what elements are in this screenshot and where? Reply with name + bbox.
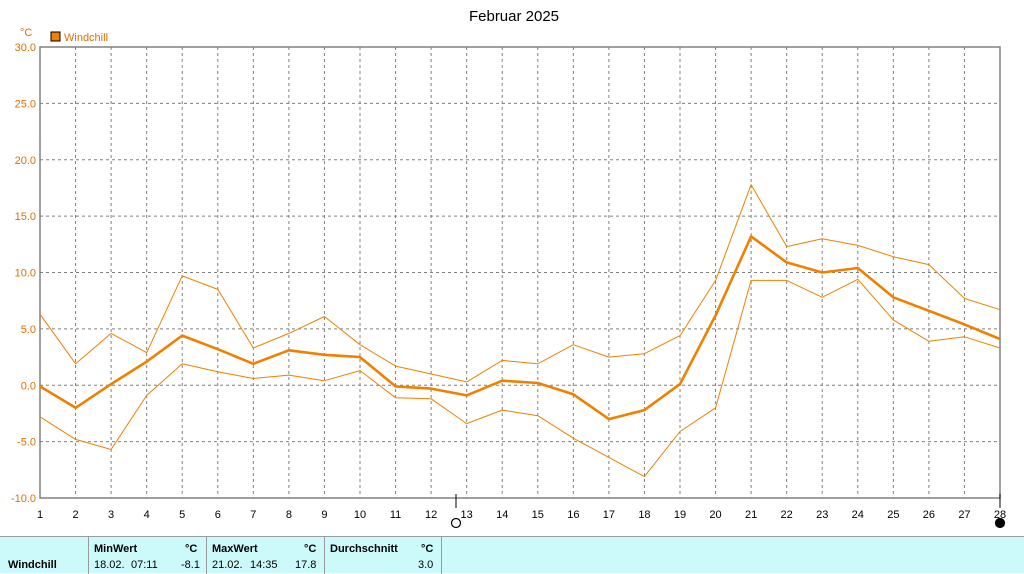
x-tick-label: 13 — [461, 509, 473, 521]
statistics-bar: Windchill MinWert °C 18.02. 07:11 -8.1 M… — [0, 536, 1024, 574]
x-tick-label: 22 — [781, 509, 793, 521]
moon-markers — [450, 494, 1006, 529]
x-tick-label: 26 — [923, 509, 935, 521]
avg-unit: °C — [421, 543, 434, 555]
chart-title: Februar 2025 — [469, 8, 559, 25]
y-tick-label: 0.0 — [21, 380, 36, 392]
x-tick-label: 8 — [286, 509, 292, 521]
x-tick-label: 6 — [215, 509, 221, 521]
avg-header: Durchschnitt — [330, 543, 398, 555]
max-unit: °C — [304, 543, 317, 555]
windchill-chart: Februar 2025 °C Windchill 30.025.020.015… — [11, 8, 1006, 529]
stats-series-label: Windchill — [8, 559, 57, 571]
series-line-mean — [39, 235, 1001, 421]
x-tick-label: 1 — [37, 509, 43, 521]
x-tick-label: 27 — [958, 509, 970, 521]
y-tick-label: 20.0 — [15, 155, 36, 167]
x-tick-label: 9 — [321, 509, 327, 521]
stats-divider — [88, 537, 89, 574]
min-value: -8.1 — [181, 559, 200, 571]
plot-frame — [39, 46, 1001, 499]
legend-label: Windchill — [64, 32, 108, 44]
max-header: MaxWert — [212, 543, 258, 555]
x-tick-label: 11 — [390, 509, 401, 521]
x-tick-label: 16 — [567, 509, 579, 521]
series-lines — [39, 184, 1001, 478]
y-tick-label: 15.0 — [15, 211, 36, 223]
x-tick-label: 18 — [638, 509, 650, 521]
min-header: MinWert — [94, 543, 138, 555]
series-line-min — [39, 278, 1001, 478]
min-unit: °C — [185, 543, 198, 555]
avg-value: 3.0 — [418, 559, 434, 571]
x-tick-label: 24 — [852, 509, 864, 521]
x-axis-ticks: 1 2 3 4 5 6 7 8 9 10 11 12 13 14 15 16 17 18 19 20 21 22 23 24 2… — [37, 509, 1006, 521]
min-date: 18.02. — [94, 559, 125, 571]
max-date: 21.02. — [212, 559, 243, 571]
x-tick-label: 19 — [674, 509, 686, 521]
new-moon-marker — [450, 517, 462, 529]
y-axis-ticks: 30.0 25.0 20.0 15.0 10.0 5.0 0.0 -5.0 -10.0 — [11, 42, 36, 505]
x-tick-label: 15 — [532, 509, 544, 521]
x-tick-label: 14 — [496, 509, 508, 521]
grid-lines — [40, 47, 1000, 498]
x-tick-label: 10 — [354, 509, 366, 521]
x-tick-label: 4 — [144, 509, 150, 521]
x-tick-label: 7 — [250, 509, 256, 521]
y-axis-unit: °C — [20, 27, 32, 39]
stats-divider — [206, 537, 207, 574]
full-moon-marker — [994, 517, 1006, 529]
min-time: 07:11 — [131, 559, 158, 571]
x-tick-label: 5 — [179, 509, 185, 521]
y-tick-label: 5.0 — [21, 324, 36, 336]
x-tick-label: 2 — [72, 509, 78, 521]
y-tick-label: 10.0 — [15, 268, 36, 280]
stats-divider — [441, 537, 442, 574]
x-tick-label: 28 — [994, 509, 1006, 521]
x-tick-label: 3 — [108, 509, 114, 521]
y-tick-label: 25.0 — [15, 98, 36, 110]
max-time: 14:35 — [250, 559, 278, 571]
y-tick-label: 30.0 — [15, 42, 36, 54]
series-line-max — [39, 184, 1001, 383]
y-tick-label: -5.0 — [17, 437, 36, 449]
x-tick-label: 25 — [887, 509, 899, 521]
x-tick-label: 17 — [603, 509, 615, 521]
max-value: 17.8 — [295, 559, 317, 571]
x-tick-label: 12 — [425, 509, 437, 521]
y-tick-label: -10.0 — [11, 493, 36, 505]
legend-swatch — [50, 31, 61, 42]
x-tick-label: 20 — [709, 509, 721, 521]
x-tick-label: 21 — [745, 509, 757, 521]
x-tick-label: 23 — [816, 509, 828, 521]
stats-divider — [324, 537, 325, 574]
